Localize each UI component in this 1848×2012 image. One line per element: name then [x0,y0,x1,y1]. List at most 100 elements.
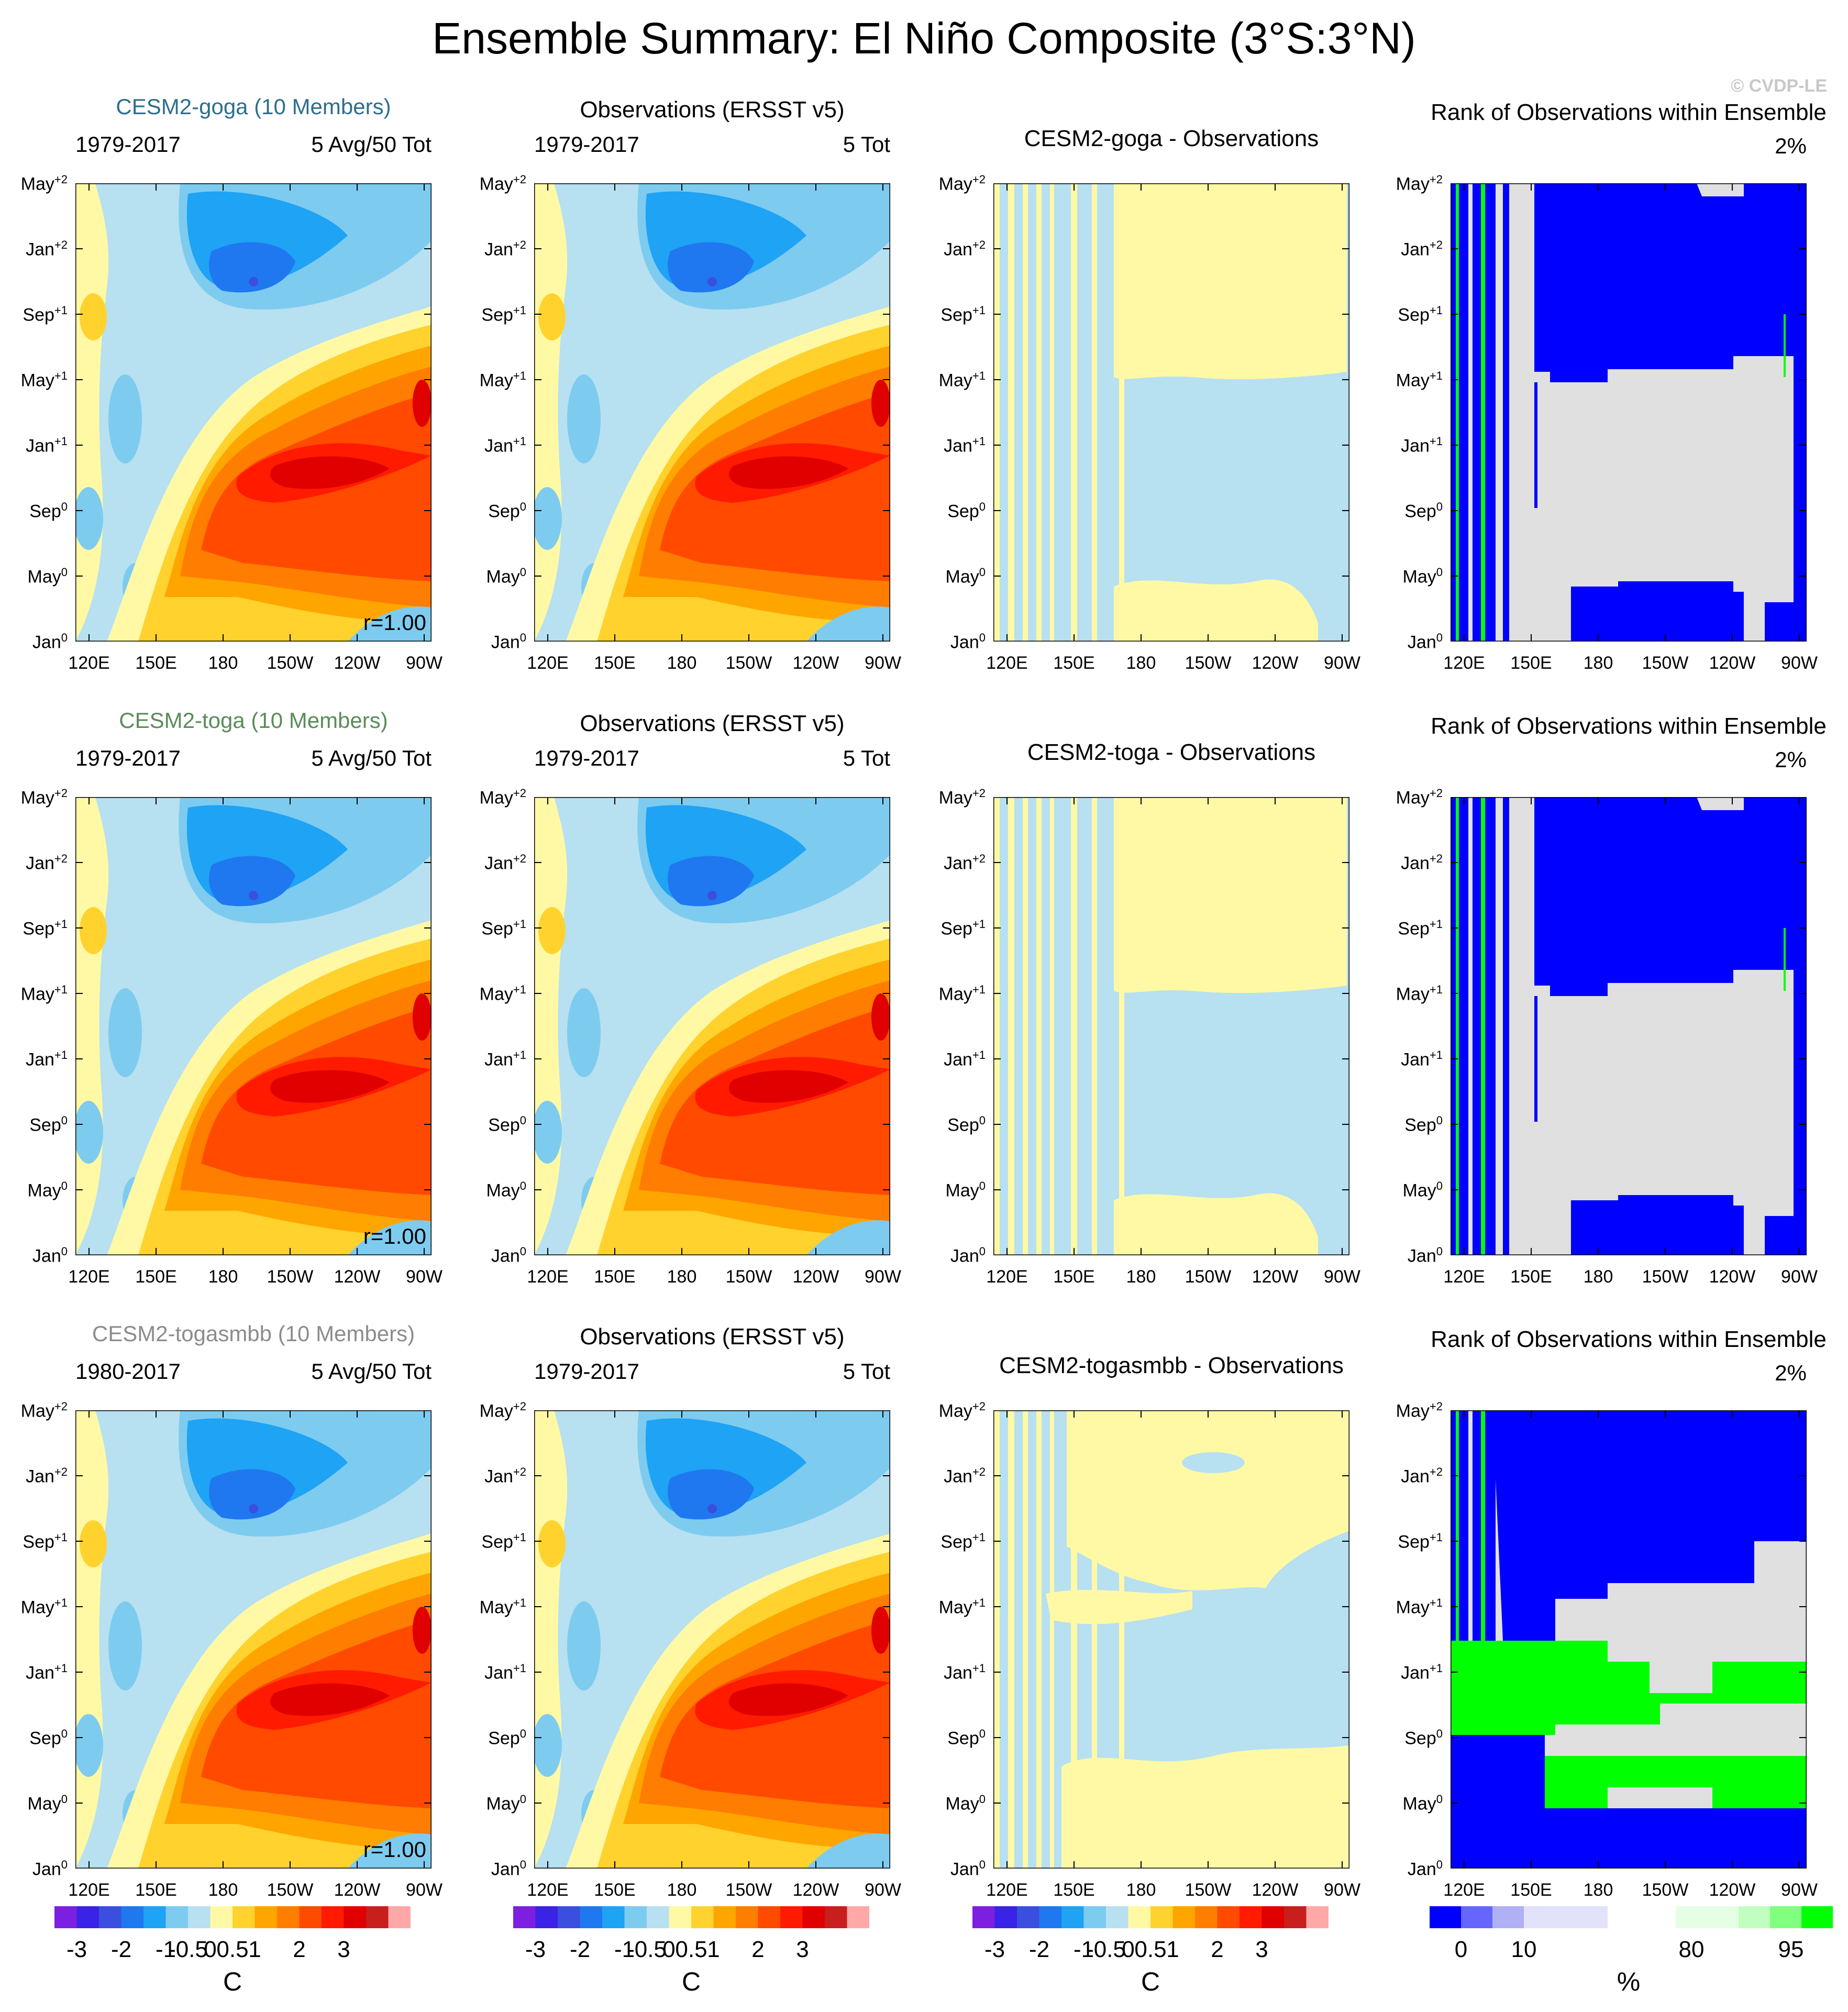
y-tick-label: Jan+2 [1401,1465,1443,1487]
y-tick-label: Sep0 [947,500,986,522]
rank-title: Rank of Observations within Ensemble [1431,100,1827,125]
model-name: CESM2-goga (10 Members) [116,94,391,119]
y-tick-label: Jan+2 [26,852,68,874]
colorbar-unit: % [1617,1967,1641,1996]
x-tick-label: 180 [1583,653,1613,673]
x-tick-label: 180 [208,1880,238,1900]
x-tick-label: 150E [1510,1267,1552,1287]
x-tick-label: 120W [1709,1880,1756,1900]
x-tick-label: 90W [865,653,901,673]
y-tick-label: May+1 [479,369,526,391]
x-tick-label: 120E [986,1880,1028,1900]
x-tick-label: 120E [986,653,1028,673]
y-tick-label: Jan+1 [1401,1662,1443,1683]
panel-diff-row1 [993,183,1349,642]
x-tick-label: 120E [1443,653,1485,673]
y-tick-label: Jan+2 [944,238,986,260]
x-tick-label: 180 [208,653,238,673]
x-tick-label: 150W [1185,1880,1232,1900]
y-tick-label: Jan0 [950,1245,986,1266]
x-tick-label: 150W [725,1880,772,1900]
y-tick-label: Jan+1 [944,1048,986,1070]
colorbar-tick-label: 3 [337,1937,350,1962]
y-tick-label: Jan+1 [944,1662,986,1683]
x-tick-label: 150W [1642,1880,1689,1900]
obs-years: 1979-2017 [534,746,639,770]
y-tick-label: May+2 [479,173,526,194]
y-tick-label: Sep+1 [940,304,986,325]
x-tick-label: 120W [1252,1880,1299,1900]
x-tick-label: 120E [1443,1880,1485,1900]
y-tick-label: Jan0 [950,631,986,653]
y-tick-label: Sep0 [947,1727,986,1749]
x-tick-label: 90W [1324,1267,1360,1287]
model-count: 5 Avg/50 Tot [311,132,431,157]
y-tick-label: Jan+1 [484,1662,526,1683]
colorbar-tick-label: -3 [525,1937,546,1962]
obs-years: 1979-2017 [534,132,639,157]
y-tick-label: May+1 [20,1596,68,1618]
colorbar-tick-label: 1 [248,1937,261,1962]
diff-title: CESM2-togasmbb - Observations [999,1353,1344,1378]
colorbar-tick-label: 0.5 [216,1937,249,1962]
panel-obs-sst-row3 [534,1410,890,1869]
x-tick-label: 150E [1510,653,1552,673]
y-tick-label: May+2 [938,787,986,808]
x-tick-label: 180 [667,1267,697,1287]
y-tick-label: Jan+1 [26,1048,68,1070]
colorbar-tick-label: -1 [1073,1937,1094,1962]
y-tick-label: May+1 [20,369,68,391]
x-tick-label: 90W [865,1880,901,1900]
colorbar-tick-label: 2 [293,1937,306,1962]
x-tick-label: 120E [527,1267,569,1287]
x-tick-label: 120E [1443,1267,1485,1287]
y-tick-label: Sep0 [488,1727,526,1749]
x-tick-label: 120W [792,1880,839,1900]
y-tick-label: Jan+2 [484,238,526,260]
y-tick-label: May0 [486,566,526,587]
y-tick-label: Jan0 [1407,1858,1443,1880]
rank-percentile: 2% [1775,1361,1807,1385]
y-tick-label: Jan+1 [26,435,68,456]
sst-colorbar-3 [972,1906,1329,1928]
y-tick-label: Jan+2 [484,1465,526,1487]
y-tick-label: Sep+1 [1398,917,1443,939]
y-tick-label: May0 [945,566,986,587]
x-tick-label: 150E [1053,653,1095,673]
y-tick-label: May0 [1402,566,1443,587]
y-tick-label: May+1 [938,1596,986,1618]
obs-years: 1979-2017 [534,1359,639,1384]
x-tick-label: 150W [1185,653,1232,673]
y-tick-label: May+2 [938,1400,986,1421]
model-count: 5 Avg/50 Tot [311,746,431,770]
model-name: CESM2-togasmbb (10 Members) [92,1321,415,1346]
y-tick-label: Sep+1 [23,304,68,325]
panel-model-sst-row1 [75,183,431,642]
colorbar-tick-label: 0 [204,1937,217,1962]
y-tick-label: May+1 [938,369,986,391]
y-tick-label: Sep+1 [481,917,526,939]
y-tick-label: Jan0 [1407,1245,1443,1266]
y-tick-label: Sep0 [488,500,526,522]
x-tick-label: 150W [267,1267,314,1287]
x-tick-label: 150W [1642,1267,1689,1287]
x-tick-label: 150E [135,1267,177,1287]
x-tick-label: 150E [135,1880,177,1900]
x-tick-label: 150E [135,653,177,673]
panel-diff-row3 [993,1410,1349,1869]
x-tick-label: 120E [527,1880,569,1900]
panel-rank-row3 [1451,1410,1807,1869]
x-tick-label: 90W [406,1267,442,1287]
y-tick-label: May0 [945,1793,986,1814]
colorbar-tick-label: 3 [1255,1937,1268,1962]
y-tick-label: Sep0 [1404,1114,1443,1135]
x-tick-label: 120E [527,653,569,673]
x-tick-label: 120E [986,1267,1028,1287]
x-tick-label: 150E [594,653,636,673]
y-tick-label: Sep0 [29,1727,68,1749]
x-tick-label: 120E [68,1880,110,1900]
obs-title: Observations (ERSST v5) [580,1324,845,1350]
y-tick-label: May+1 [1396,1596,1443,1618]
x-tick-label: 180 [1126,1880,1156,1900]
panel-obs-sst-row1 [534,183,890,642]
